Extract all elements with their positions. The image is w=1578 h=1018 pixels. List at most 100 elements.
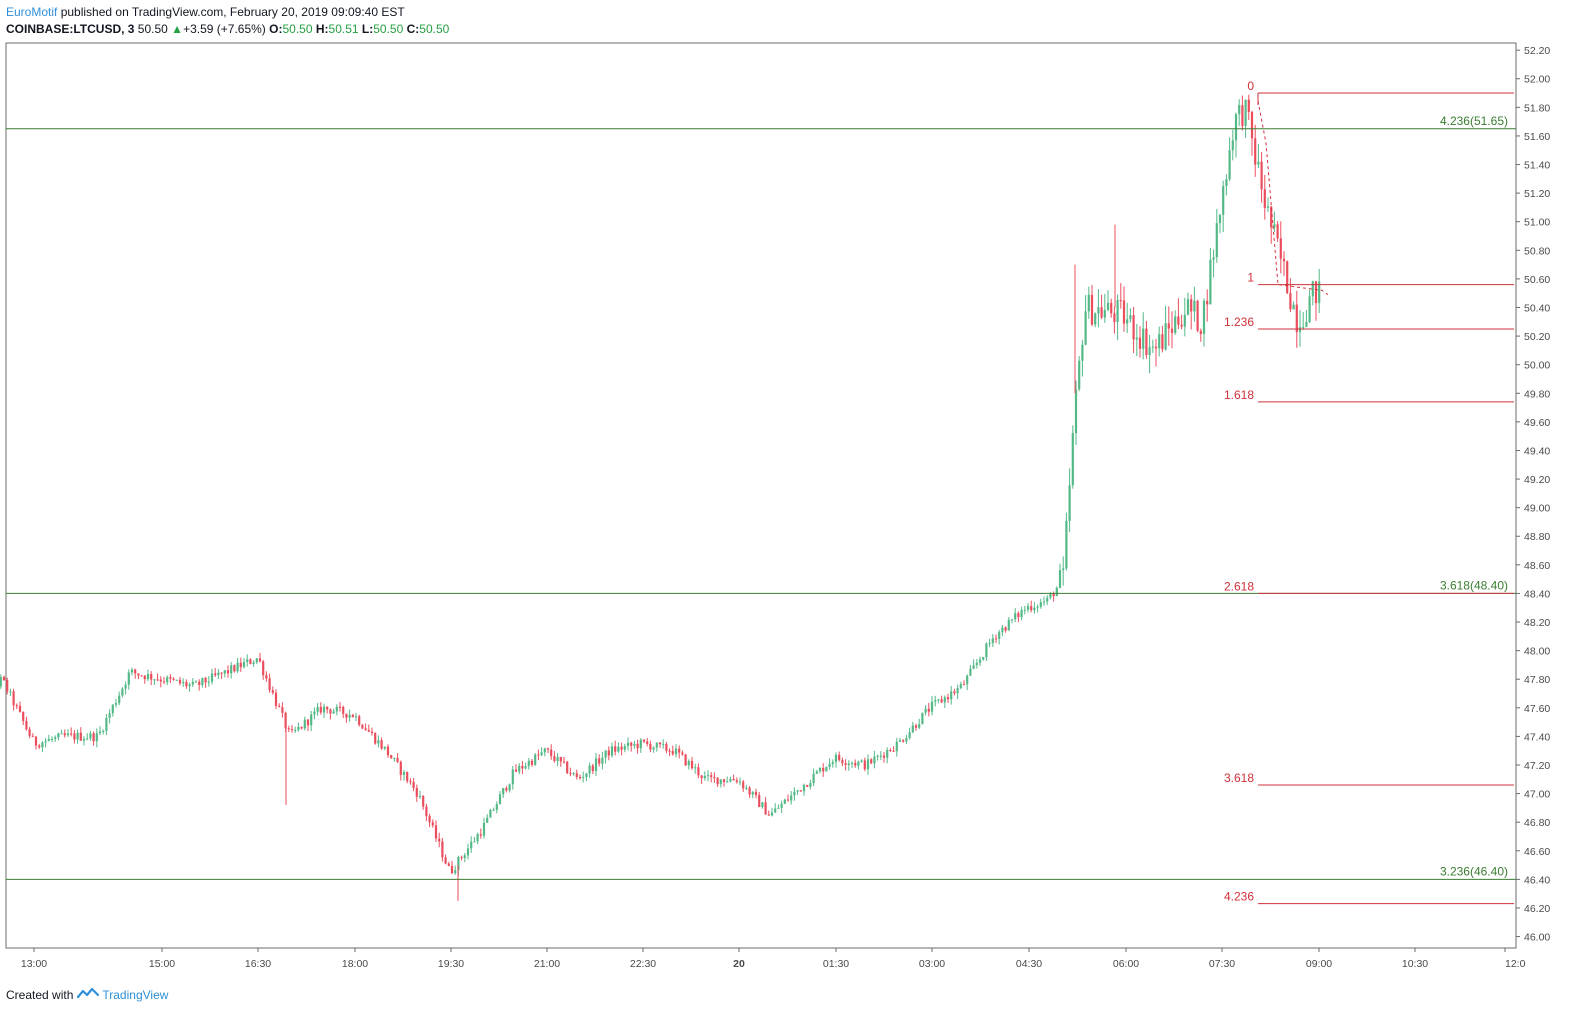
candle-body [1036,606,1039,608]
candle-body [217,672,220,676]
candle-body [1010,619,1014,621]
candle-body [6,680,9,692]
candle-body [537,754,540,756]
candle-body [470,841,473,849]
candle-body [649,743,652,750]
price-tick-label: 48.80 [1524,531,1550,543]
candle-body [1004,627,1007,631]
candle-body [130,669,134,673]
candle-body [41,742,44,748]
candle-body [530,760,534,765]
candle-body [322,706,326,713]
candle-body [383,746,386,749]
candle-body [287,728,290,730]
candle-body [1052,593,1055,597]
publish-info: EuroMotif published on TradingView.com, … [6,5,405,19]
candle-body [319,706,322,713]
time-tick-label: 21:00 [534,958,560,970]
time-tick-label: 22:30 [630,958,656,970]
time-tick-label: 12:0 [1505,958,1526,970]
candle-body [63,733,66,736]
candle-body [511,769,514,785]
candle-body [1074,389,1078,434]
candle-body [889,749,892,751]
candle-body [1302,326,1305,328]
candle-body [729,779,732,782]
candle-body [748,787,751,795]
tradingview-logo-icon [77,987,100,1002]
candle-body [201,677,204,686]
candle-body [966,675,969,685]
candle-body [508,784,511,791]
candle-body [694,767,697,769]
candle-body [1279,238,1282,259]
candle-body [54,737,57,739]
candle-body [572,773,575,775]
candle-body [514,769,518,772]
candle-body [943,697,946,703]
time-axis[interactable]: 13:00 15:00 16:30 18:00 19:30 21:00 22:30 20 01:… [21,948,1526,970]
candle-body [57,733,60,738]
candle-body [754,791,758,796]
candle-body [524,766,527,769]
candle-body [473,841,476,843]
candle-body [1222,186,1225,215]
candle-body [460,856,463,858]
price-tick-label: 49.60 [1524,417,1550,429]
candle-body [937,699,940,701]
plot-frame [5,42,1517,949]
horizontal-level-label: 3.618(48.40) [1440,578,1508,592]
candle-body [1183,314,1186,327]
candle-body [402,771,406,775]
candle-body [367,730,370,732]
candle-body [34,736,38,746]
candle-body [1097,307,1100,314]
candle-body [188,684,191,687]
candle-body [642,739,646,742]
candle-body [134,669,137,674]
candle-body [102,730,105,732]
candle-body [1113,313,1116,322]
candle-body [348,714,351,718]
candle-body [716,777,719,785]
candle-body [303,719,306,729]
candle-body [335,706,338,712]
created-with-text: Created with [6,987,74,1002]
candle-body [207,681,210,683]
candle-body [905,738,908,742]
author-link[interactable]: EuroMotif [6,5,58,19]
candle-body [246,659,249,663]
candle-body [588,765,591,774]
candle-body [809,783,812,787]
candle-body [438,838,441,842]
candle-body [1295,304,1298,333]
price-axis[interactable]: 46.00 46.20 46.40 46.60 46.80 47.00 47.20 47.40… [1516,45,1550,944]
fib-level-label: 0 [1247,79,1254,93]
candle-body [310,714,313,726]
candle-body [210,673,214,682]
candle-body [265,675,268,679]
candle-body [354,716,358,718]
high-label: H: [315,22,329,36]
candle-body [700,775,703,779]
candle-body [38,745,41,748]
candle-body [1218,214,1222,224]
candle-body [838,754,841,761]
candle-body [703,776,706,779]
candle-body [950,691,953,700]
candle-body [1078,360,1081,390]
high-value: 50.51 [328,22,359,36]
candle-body [934,700,937,702]
candle-body [604,750,607,758]
candle-body [1241,105,1244,126]
candle-body [610,746,614,756]
candle-body [406,771,409,782]
candle-body [1247,99,1250,112]
candle-body [735,780,738,783]
tradingview-brand-link[interactable]: TradingView [102,987,169,1002]
candle-body [502,788,505,795]
candle-body [844,763,847,765]
candle-body [617,746,620,752]
candle-body [1298,327,1302,333]
